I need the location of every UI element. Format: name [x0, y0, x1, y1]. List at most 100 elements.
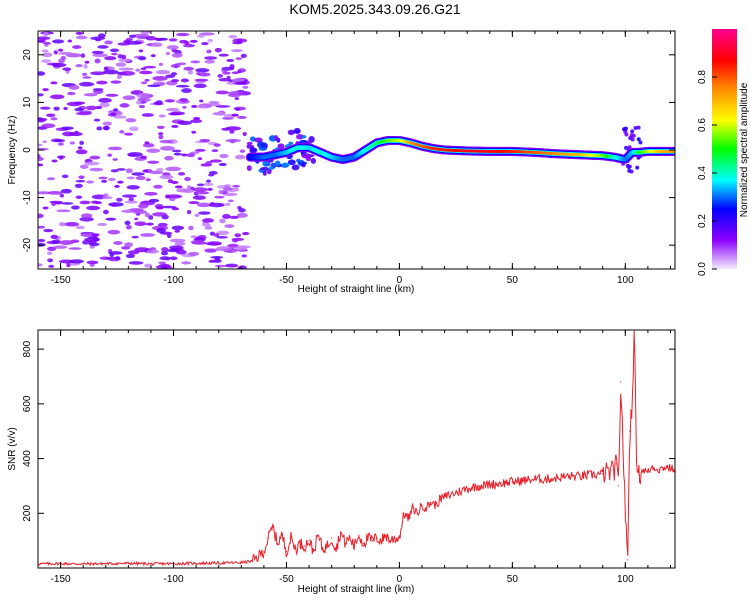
noise-blob — [206, 224, 211, 228]
noise-blob — [214, 143, 221, 146]
noise-blob — [235, 57, 242, 60]
noise-blob — [136, 93, 150, 98]
noise-blob — [96, 81, 108, 85]
noise-blob — [76, 36, 88, 40]
noise-blob — [124, 210, 132, 213]
snr-point — [336, 548, 337, 549]
noise-blob — [142, 170, 148, 173]
noise-blob — [110, 49, 119, 53]
noise-blob — [191, 105, 197, 108]
noise-blob — [208, 260, 215, 263]
noise-blob — [34, 144, 42, 147]
noise-blob — [153, 185, 162, 189]
snr-point — [523, 480, 524, 481]
snr-line-layer — [37, 331, 675, 565]
noise-blob — [50, 81, 57, 84]
noise-blob — [91, 201, 99, 204]
noise-blob — [176, 85, 189, 88]
snr-point — [636, 458, 637, 459]
noise-blob — [188, 201, 199, 204]
snr-point — [421, 504, 422, 505]
noise-blob — [49, 201, 62, 204]
noise-blob — [172, 207, 180, 210]
noise-blob — [223, 187, 233, 191]
snr-point — [618, 485, 619, 486]
y-axis-label-bottom: SNR (v/v) — [7, 427, 18, 470]
colorbar-label: Normalized spectral amplitude — [739, 82, 750, 217]
noise-blob — [111, 53, 118, 56]
noise-blob — [108, 178, 116, 181]
noise-blob — [188, 252, 199, 256]
noise-blob — [36, 71, 45, 75]
snr-point — [625, 513, 626, 514]
noise-blob — [195, 68, 209, 72]
noise-blob — [229, 216, 239, 219]
noise-blob — [140, 156, 147, 159]
x-axis-label-top: Height of straight line (km) — [298, 284, 415, 295]
noise-blob — [242, 232, 249, 235]
noise-blob — [58, 52, 73, 55]
snr-point — [439, 499, 440, 500]
noise-blob — [83, 64, 88, 69]
noise-blob — [113, 241, 123, 245]
noise-blob — [147, 161, 159, 164]
noise-blob — [219, 154, 228, 158]
x-tick-label: 100 — [617, 275, 634, 286]
noise-blob — [236, 247, 247, 251]
noise-blob — [98, 177, 107, 180]
y-tick-label: 400 — [22, 450, 33, 467]
snr-point — [349, 537, 350, 538]
noise-blob — [120, 71, 135, 76]
noise-blob — [110, 113, 116, 116]
noise-blob — [202, 218, 214, 223]
snr-point — [345, 543, 346, 544]
noise-blob — [86, 206, 100, 211]
snr-point — [286, 551, 287, 552]
snr-point — [631, 403, 632, 404]
noise-blob — [68, 39, 72, 42]
noise-blob — [231, 49, 243, 52]
noise-blob — [232, 239, 238, 243]
noise-blob — [69, 247, 82, 250]
noise-blob — [190, 40, 198, 43]
noise-blob — [35, 263, 42, 266]
noise-blob — [147, 249, 159, 253]
noise-blob — [111, 169, 119, 172]
noise-blob — [160, 146, 175, 151]
snr-point — [435, 504, 436, 505]
noise-blob — [158, 261, 166, 264]
snr-point — [322, 548, 323, 549]
noise-blob — [208, 174, 214, 177]
snr-point — [241, 562, 242, 563]
noise-blob — [76, 112, 92, 115]
noise-blob — [59, 240, 73, 245]
noise-blob — [169, 256, 177, 260]
noise-blob — [80, 165, 89, 169]
noise-blob — [48, 265, 54, 268]
snr-point — [467, 488, 468, 489]
noise-blob — [117, 75, 122, 79]
noise-blob — [86, 180, 94, 183]
x-tick-label: -50 — [279, 574, 294, 585]
noise-blob — [234, 233, 241, 237]
noise-blob — [92, 51, 104, 54]
noise-blob — [98, 33, 106, 38]
noise-blob — [204, 56, 217, 59]
noise-blob — [138, 56, 146, 60]
noise-blob — [106, 94, 119, 97]
noise-blob — [187, 185, 191, 190]
noise-blob — [207, 39, 213, 43]
noise-blob — [134, 218, 138, 221]
noise-blob — [166, 52, 171, 55]
noise-blob — [215, 257, 221, 260]
noise-blob — [175, 230, 180, 233]
noise-blob — [219, 190, 223, 195]
noise-blob — [114, 185, 120, 188]
noise-blob — [76, 32, 83, 35]
noise-blob — [119, 130, 124, 134]
snr-point — [372, 540, 373, 541]
y-tick-label: -20 — [22, 238, 33, 253]
noise-blob — [193, 117, 200, 120]
noise-blob — [128, 154, 135, 157]
